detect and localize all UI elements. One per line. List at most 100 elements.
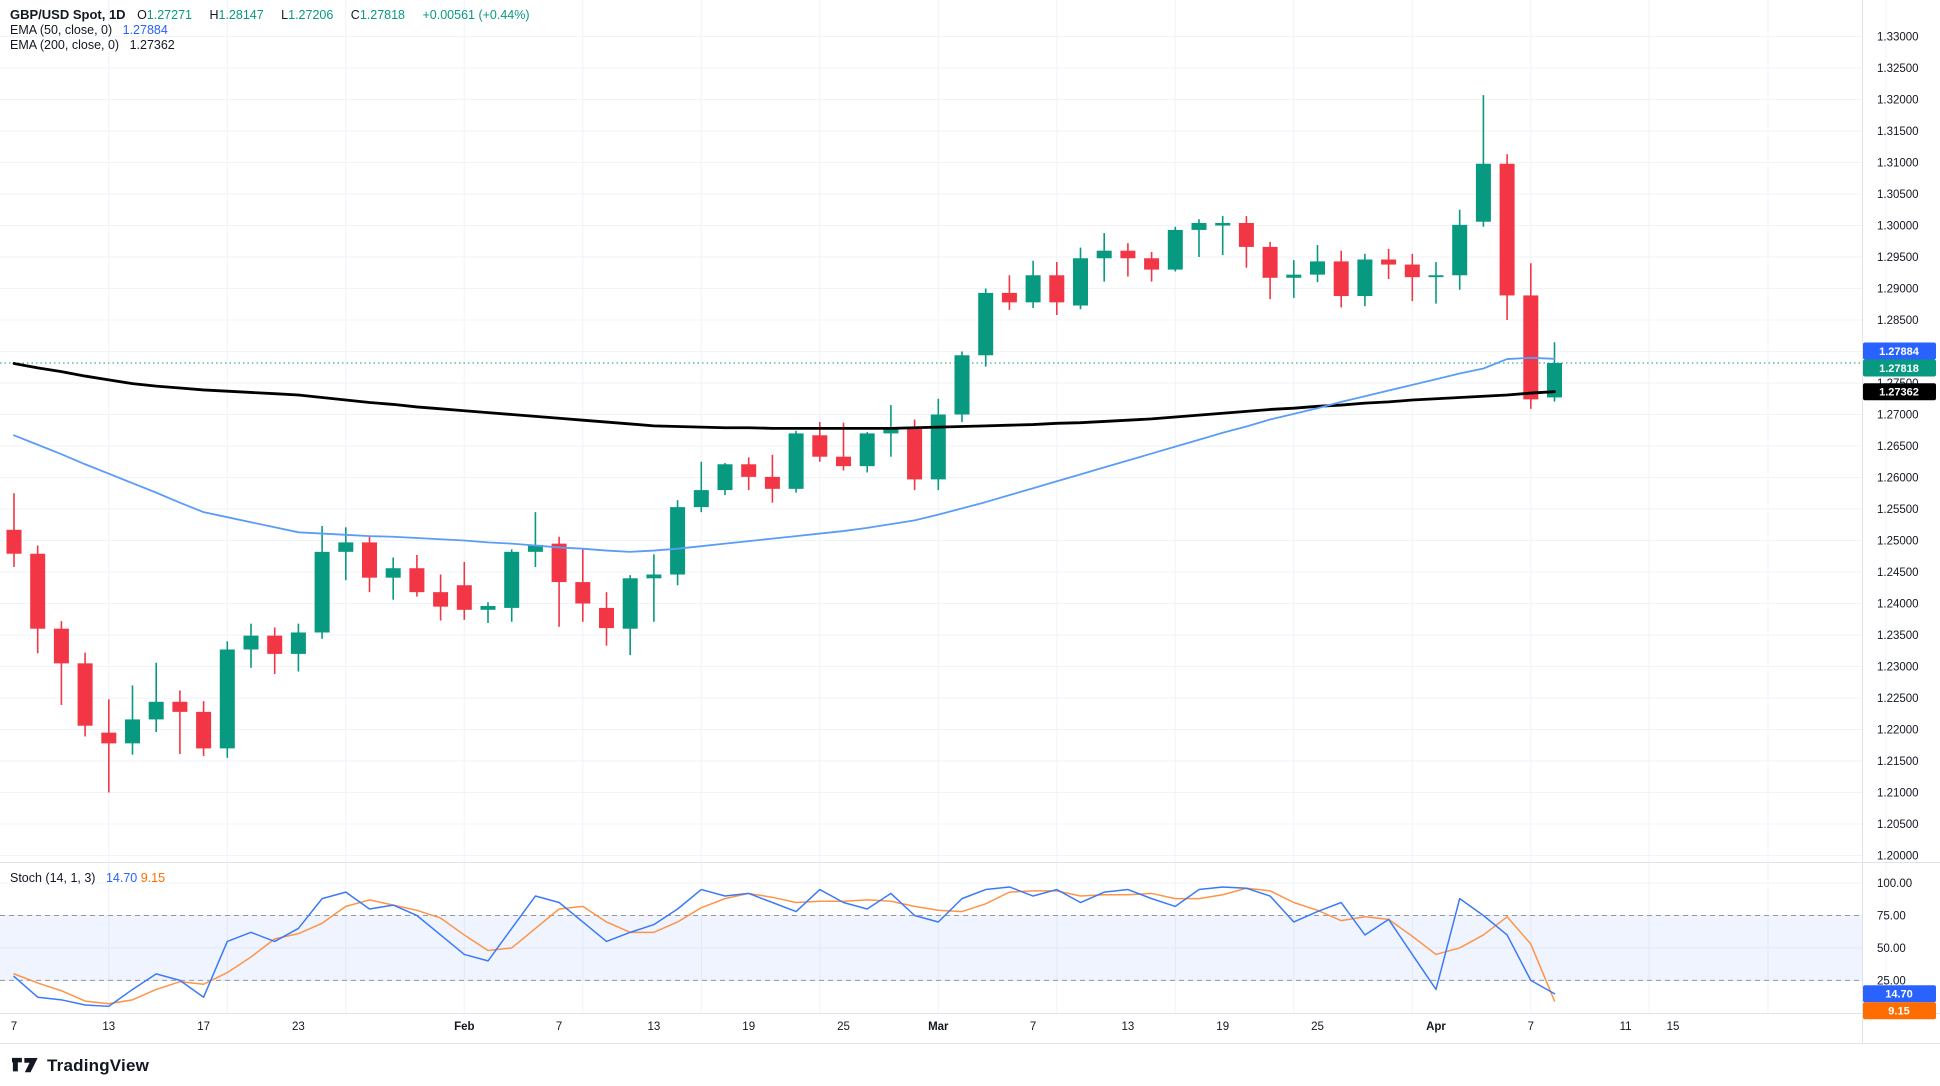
candle[interactable] bbox=[693, 490, 709, 508]
candle[interactable] bbox=[1120, 250, 1136, 259]
candle[interactable] bbox=[456, 585, 472, 610]
stoch-legend[interactable]: Stoch (14, 1, 3) 14.70 9.15 bbox=[10, 871, 165, 887]
candle[interactable] bbox=[30, 553, 46, 629]
candle[interactable] bbox=[338, 542, 354, 552]
candle[interactable] bbox=[219, 649, 235, 749]
candle[interactable] bbox=[6, 529, 22, 554]
candle[interactable] bbox=[1262, 246, 1278, 278]
svg-text:1.29500: 1.29500 bbox=[1877, 252, 1919, 264]
candle[interactable] bbox=[1547, 362, 1562, 398]
candle[interactable] bbox=[409, 568, 425, 593]
price-axis[interactable]: 1.33000 1.32500 1.32000 1.31500 1.31000 1.305… bbox=[1877, 32, 1919, 988]
candle[interactable] bbox=[1404, 264, 1420, 278]
candle[interactable] bbox=[385, 568, 401, 578]
svg-text:1.27000: 1.27000 bbox=[1877, 410, 1919, 422]
ema50-line[interactable] bbox=[13, 356, 1556, 553]
ema200-label: EMA (200, close, 0) bbox=[10, 38, 120, 52]
symbol-title: GBP/USD Spot, 1D bbox=[10, 7, 126, 22]
candle[interactable] bbox=[646, 574, 662, 579]
candle[interactable] bbox=[978, 292, 994, 356]
candle[interactable] bbox=[267, 635, 283, 654]
candle[interactable] bbox=[1191, 222, 1207, 230]
candle[interactable] bbox=[930, 414, 946, 480]
candle[interactable] bbox=[172, 701, 188, 712]
ema50-legend-row[interactable]: EMA (50, close, 0) 1.27884 bbox=[10, 23, 537, 39]
candle[interactable] bbox=[551, 543, 567, 583]
candle[interactable] bbox=[907, 427, 923, 480]
svg-text:9.15: 9.15 bbox=[1888, 1006, 1909, 1018]
stoch-k-line[interactable] bbox=[13, 886, 1556, 1008]
time-axis[interactable]: 7 13 17 23 Feb 7 13 19 25 Mar 7 13 19 25 Apr 7 11 15 bbox=[11, 1021, 1680, 1033]
candle[interactable] bbox=[504, 551, 520, 608]
svg-text:1.30500: 1.30500 bbox=[1877, 189, 1919, 201]
candle[interactable] bbox=[1001, 292, 1017, 303]
candle[interactable] bbox=[1428, 275, 1444, 278]
candle[interactable] bbox=[362, 542, 377, 578]
candle[interactable] bbox=[77, 663, 93, 726]
svg-text:1.23000: 1.23000 bbox=[1877, 662, 1919, 674]
candle[interactable] bbox=[1238, 222, 1254, 247]
candle[interactable] bbox=[101, 732, 117, 744]
candle[interactable] bbox=[788, 433, 804, 489]
candle[interactable] bbox=[1073, 258, 1088, 306]
candle[interactable] bbox=[1333, 261, 1349, 297]
svg-text:1.23500: 1.23500 bbox=[1877, 630, 1919, 642]
candle[interactable] bbox=[1499, 163, 1515, 296]
ema50-value: 1.27884 bbox=[122, 22, 168, 37]
candle[interactable] bbox=[954, 355, 970, 415]
candle[interactable] bbox=[622, 578, 638, 629]
candle[interactable] bbox=[1310, 261, 1325, 275]
candle[interactable] bbox=[836, 456, 851, 467]
low-pair: L1.27206 bbox=[281, 8, 334, 22]
tradingview-logo[interactable]: TradingView bbox=[12, 1056, 149, 1076]
candle[interactable] bbox=[883, 427, 899, 434]
candle[interactable] bbox=[812, 435, 828, 457]
stoch-lines[interactable] bbox=[13, 886, 1556, 1008]
candle[interactable] bbox=[1049, 275, 1065, 303]
ema-lines[interactable] bbox=[12, 356, 1556, 553]
candle[interactable] bbox=[148, 701, 164, 720]
candle[interactable] bbox=[1357, 259, 1373, 297]
candle[interactable] bbox=[196, 711, 212, 749]
svg-text:1.27884: 1.27884 bbox=[1879, 346, 1920, 358]
candle[interactable] bbox=[527, 544, 543, 552]
candle[interactable] bbox=[1286, 274, 1302, 278]
candle[interactable] bbox=[433, 592, 449, 607]
pane-separators bbox=[0, 0, 1940, 1043]
candle[interactable] bbox=[480, 606, 496, 610]
candle[interactable] bbox=[1025, 275, 1041, 303]
candle[interactable] bbox=[1523, 295, 1539, 400]
candle[interactable] bbox=[859, 433, 875, 467]
candle[interactable] bbox=[599, 607, 614, 629]
candle[interactable] bbox=[314, 551, 330, 633]
svg-text:1.32500: 1.32500 bbox=[1877, 63, 1919, 75]
candle[interactable] bbox=[1381, 259, 1397, 265]
svg-text:1.31000: 1.31000 bbox=[1877, 158, 1919, 170]
candle[interactable] bbox=[741, 464, 757, 477]
ema200-legend-row[interactable]: EMA (200, close, 0) 1.27362 bbox=[10, 38, 537, 54]
candle[interactable] bbox=[1452, 224, 1468, 276]
candle[interactable] bbox=[290, 632, 306, 654]
candle[interactable] bbox=[1215, 222, 1231, 226]
candles[interactable] bbox=[6, 95, 1563, 793]
candle[interactable] bbox=[53, 628, 69, 664]
candle[interactable] bbox=[1144, 258, 1160, 270]
stoch-d-line[interactable] bbox=[13, 887, 1556, 1005]
candle[interactable] bbox=[125, 719, 140, 744]
candle[interactable] bbox=[1167, 229, 1183, 270]
candle[interactable] bbox=[764, 476, 780, 489]
candle[interactable] bbox=[717, 464, 733, 491]
candle[interactable] bbox=[670, 507, 686, 575]
axis-badges: 1.27884 1.27818 1.27362 14.70 9.15 bbox=[1863, 342, 1936, 1020]
svg-text:1.24500: 1.24500 bbox=[1877, 567, 1919, 579]
candle[interactable] bbox=[1096, 250, 1112, 259]
svg-text:1.28500: 1.28500 bbox=[1877, 315, 1919, 327]
candle[interactable] bbox=[243, 635, 259, 650]
svg-text:1.21500: 1.21500 bbox=[1877, 756, 1919, 768]
svg-text:1.25000: 1.25000 bbox=[1877, 536, 1919, 548]
candle[interactable] bbox=[575, 582, 591, 604]
candle[interactable] bbox=[1475, 163, 1491, 222]
ohlc-legend-row[interactable]: GBP/USD Spot, 1D O1.27271 H1.28147 L1.27… bbox=[10, 7, 537, 23]
ema200-line[interactable] bbox=[12, 362, 1556, 430]
